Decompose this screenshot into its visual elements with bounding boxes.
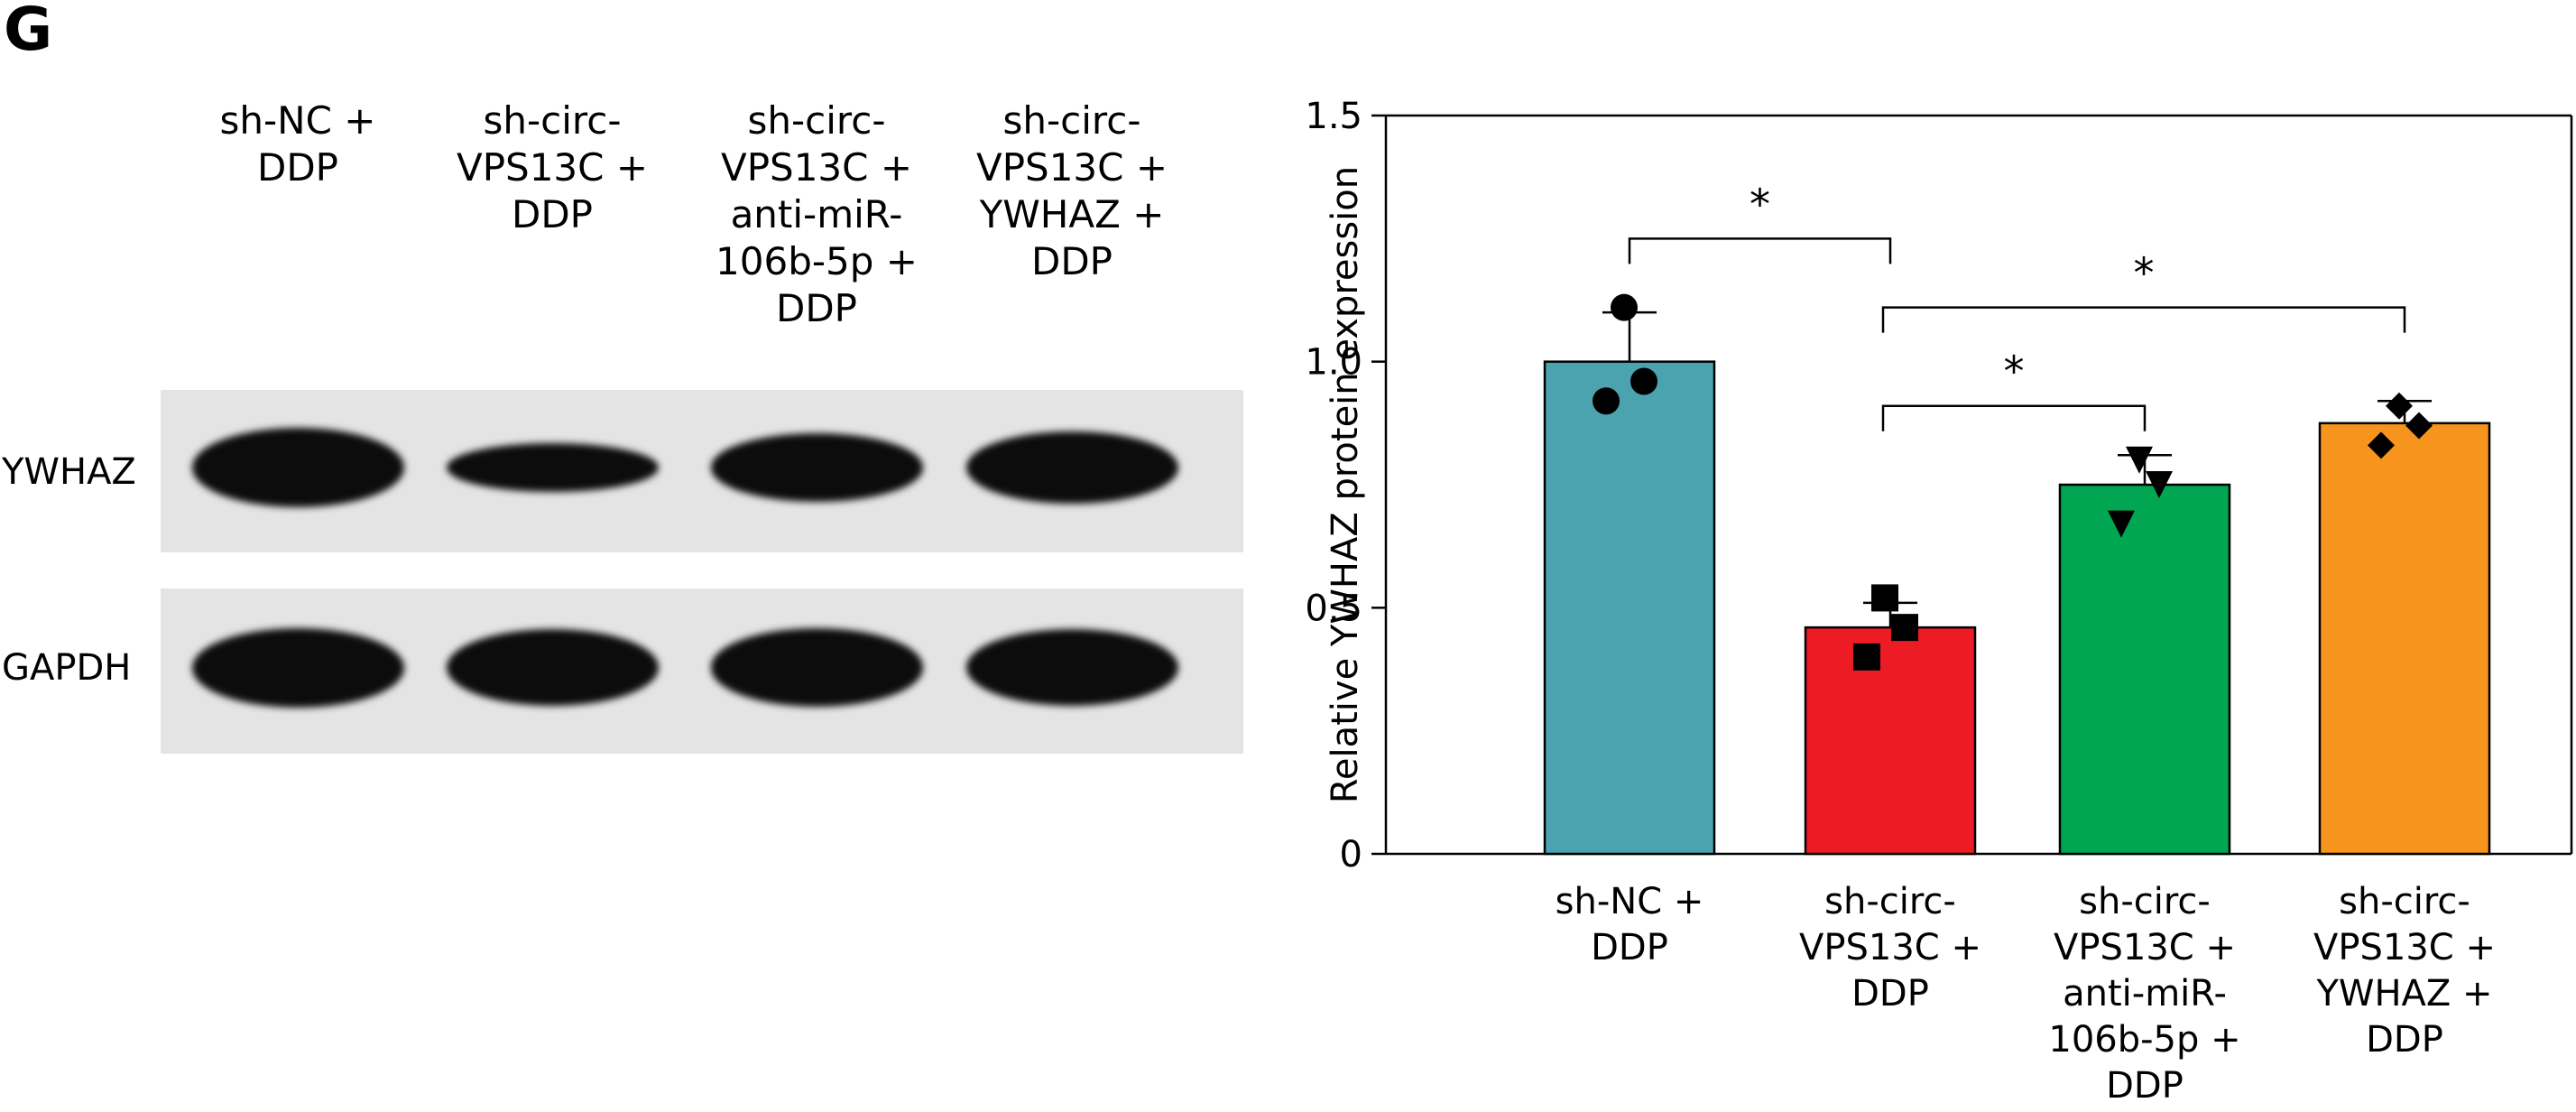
blot-lane-label-line: VPS13C + (975, 145, 1168, 190)
blot-lane-label-line: VPS13C + (720, 145, 913, 190)
x-category-label: 106b-5p + (2048, 1019, 2240, 1061)
blot-band (965, 629, 1178, 706)
x-category-label: DDP (2366, 1019, 2443, 1061)
data-point (2386, 392, 2413, 420)
bar (1804, 626, 1977, 856)
blot-lane-label: sh-circ- VPS13C + anti-miR- 106b-5p + DDP (686, 97, 947, 332)
x-category-label: sh-NC + (1556, 881, 1704, 922)
data-point (2126, 446, 2153, 474)
data-point (2368, 431, 2395, 459)
y-tick-label: 0 (1340, 834, 1362, 876)
y-tick-label: 1.5 (1305, 96, 1362, 137)
x-category-label: DDP (2106, 1065, 2184, 1107)
x-category-label: VPS13C + (1799, 927, 1981, 968)
blot-lane-label-line: DDP (256, 145, 338, 190)
blot-lane-label-line: DDP (775, 286, 857, 330)
blot-lane-label-line: anti-miR- (730, 192, 903, 236)
blot-lane-label-line: DDP (1030, 239, 1113, 283)
blot-lane-label: sh-circ- VPS13C + YWHAZ + DDP (941, 97, 1203, 285)
significance-label: * (2004, 348, 2025, 396)
x-category-label: DDP (1591, 927, 1668, 968)
bar (1543, 360, 1716, 856)
data-point (2405, 412, 2433, 440)
blot-lane-label: sh-circ- VPS13C + DDP (421, 97, 683, 238)
blot-band (710, 433, 923, 502)
blot-band (965, 431, 1178, 505)
x-category-label: VPS13C + (2054, 927, 2236, 968)
significance-bracket (1881, 306, 2406, 333)
bar (2058, 483, 2231, 856)
data-point (1871, 584, 1898, 612)
data-point (1593, 387, 1620, 415)
y-tick-label: 1.0 (1305, 342, 1362, 384)
significance-label: * (2134, 249, 2155, 298)
blot-band (710, 628, 923, 707)
x-category-label: sh-circ- (1824, 881, 1956, 922)
blot-lane-label-line: VPS13C + (456, 145, 649, 190)
x-category-label: VPS13C + (2313, 927, 2496, 968)
blot-band (446, 443, 659, 492)
bar (2318, 422, 2491, 856)
x-category-label: sh-circ- (2339, 881, 2470, 922)
x-category-label: YWHAZ + (2315, 973, 2492, 1015)
blot-lane-label-line: sh-circ- (483, 98, 622, 143)
blot-lane-label-line: sh-NC + (219, 98, 376, 143)
blot-row-label-gapdh: GAPDH (2, 647, 132, 689)
data-point (2146, 471, 2173, 498)
blot-row-label-ywhaz: YWHAZ (2, 451, 136, 493)
data-point (1853, 643, 1880, 671)
blot-lane-label-line: DDP (511, 192, 593, 236)
blot-lane-label-line: 106b-5p + (716, 239, 918, 283)
blot-strip-ywhaz (161, 390, 1243, 552)
blot-band (191, 428, 404, 507)
data-point (1630, 367, 1657, 395)
significance-bracket (1628, 237, 1892, 264)
significance-label: * (1750, 180, 1770, 228)
blot-band (446, 629, 659, 706)
data-point (2108, 510, 2135, 538)
blot-lane-label-line: YWHAZ + (979, 192, 1165, 236)
significance-bracket (1881, 404, 2147, 431)
blot-lane-label: sh-NC + DDP (167, 97, 429, 191)
x-category-label: DDP (1851, 973, 1929, 1015)
blot-lane-label-line: sh-circ- (1002, 98, 1141, 143)
blot-lane-label-line: sh-circ- (747, 98, 886, 143)
panel-label: G (4, 0, 53, 64)
data-point (1891, 614, 1918, 642)
y-axis-label: Relative YWHAZ protein expression (1325, 166, 1366, 803)
blot-band (191, 627, 404, 708)
blot-strip-gapdh (161, 588, 1243, 754)
x-category-label: sh-circ- (2079, 881, 2211, 922)
y-tick-label: 0.5 (1305, 588, 1362, 629)
data-point (1611, 293, 1638, 321)
x-category-label: anti-miR- (2063, 973, 2227, 1015)
